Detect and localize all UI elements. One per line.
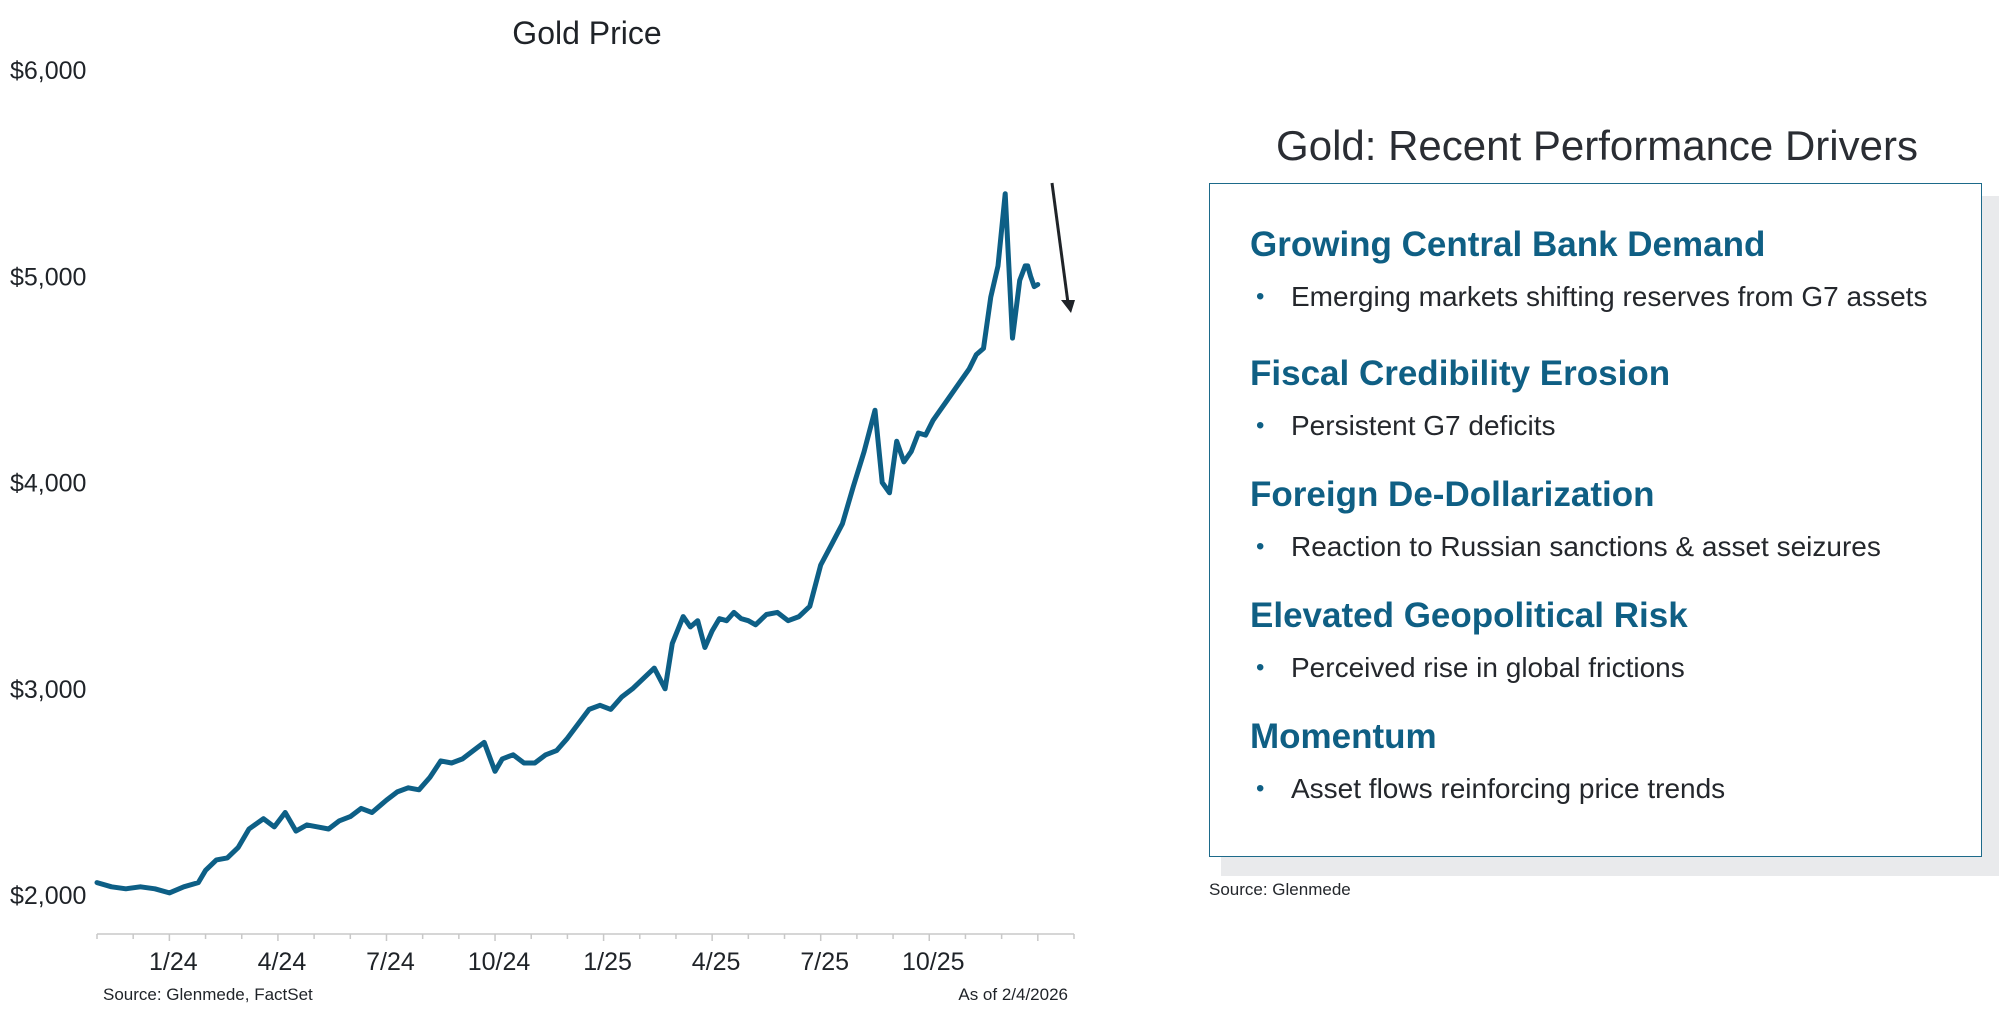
driver-heading: Fiscal Credibility Erosion xyxy=(1250,354,1671,393)
panel-title: Gold: Recent Performance Drivers xyxy=(1276,122,1918,169)
x-tick-label: 10/25 xyxy=(902,948,965,976)
y-axis-ticks: $2,000 $3,000 $4,000 $5,000 $6,000 xyxy=(10,57,86,910)
x-tick-label: 10/24 xyxy=(468,948,531,976)
driver-heading: Foreign De-Dollarization xyxy=(1250,475,1655,514)
chart-source: Source: Glenmede, FactSet xyxy=(103,985,313,1004)
driver-dedollarization: Foreign De-Dollarization • Reaction to Ru… xyxy=(1250,474,1971,564)
x-tick-label: 1/25 xyxy=(583,948,632,976)
driver-item: • Perceived rise in global frictions xyxy=(1250,651,1971,685)
arrow-annotation xyxy=(1050,182,1075,313)
panel-source: Source: Glenmede xyxy=(1209,880,1351,899)
bullet-icon: • xyxy=(1256,654,1265,681)
x-tick-label: 4/24 xyxy=(258,948,307,976)
x-tick-label: 7/25 xyxy=(800,948,849,976)
driver-item: • Reaction to Russian sanctions & asset s… xyxy=(1250,530,1971,564)
driver-item-text: Reaction to Russian sanctions & asset se… xyxy=(1291,531,1881,562)
y-tick-label: $5,000 xyxy=(10,263,86,291)
as-of-date: As of 2/4/2026 xyxy=(958,985,1068,1004)
driver-geopolitical: Elevated Geopolitical Risk • Perceived ri… xyxy=(1250,595,1971,685)
driver-central-bank: Growing Central Bank Demand • Emerging ma… xyxy=(1250,224,1971,314)
bullet-icon: • xyxy=(1256,283,1265,310)
driver-item: • Asset flows reinforcing price trends xyxy=(1250,772,1971,806)
x-tick-label: 4/25 xyxy=(692,948,741,976)
driver-item-text: Perceived rise in global frictions xyxy=(1291,652,1685,683)
y-tick-label: $6,000 xyxy=(10,57,86,85)
x-tick-label: 1/24 xyxy=(149,948,198,976)
driver-fiscal: Fiscal Credibility Erosion • Persistent G… xyxy=(1250,353,1971,443)
driver-item-text: Persistent G7 deficits xyxy=(1291,410,1556,441)
y-tick-label: $2,000 xyxy=(10,882,86,910)
driver-heading: Growing Central Bank Demand xyxy=(1250,225,1766,264)
gold-price-series-line xyxy=(94,191,1041,896)
x-tick-label: 7/24 xyxy=(366,948,415,976)
driver-heading: Elevated Geopolitical Risk xyxy=(1250,596,1688,635)
drivers-panel: Growing Central Bank Demand • Emerging ma… xyxy=(1209,183,1982,857)
driver-momentum: Momentum • Asset flows reinforcing price … xyxy=(1250,716,1971,806)
bullet-icon: • xyxy=(1256,412,1265,439)
bullet-icon: • xyxy=(1256,775,1265,802)
y-tick-label: $3,000 xyxy=(10,676,86,704)
bullet-icon: • xyxy=(1256,533,1265,560)
gold-price-chart: Gold Price $2,000 $3,000 $4,000 $5,000 $6,00… xyxy=(10,15,1075,1004)
driver-item: • Persistent G7 deficits xyxy=(1250,409,1971,443)
driver-heading: Momentum xyxy=(1250,717,1437,756)
chart-title: Gold Price xyxy=(512,15,661,51)
y-tick-label: $4,000 xyxy=(10,470,86,498)
driver-item-text: Asset flows reinforcing price trends xyxy=(1291,773,1726,804)
driver-item-text: Emerging markets shifting reserves from … xyxy=(1291,281,1928,312)
driver-item: • Emerging markets shifting reserves from… xyxy=(1250,280,1971,314)
x-axis-ticks: 1/24 4/24 7/24 10/24 1/25 4/25 7/25 10/25 xyxy=(96,934,1075,976)
